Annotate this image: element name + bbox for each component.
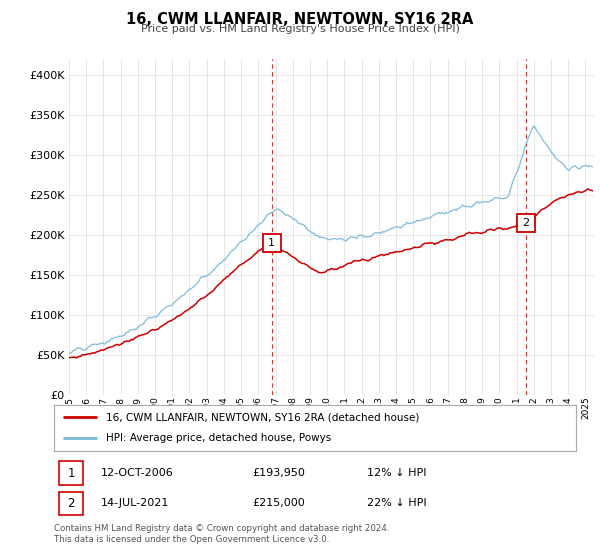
Text: 22% ↓ HPI: 22% ↓ HPI — [367, 498, 427, 508]
Text: 1: 1 — [67, 466, 75, 479]
Text: 16, CWM LLANFAIR, NEWTOWN, SY16 2RA: 16, CWM LLANFAIR, NEWTOWN, SY16 2RA — [127, 12, 473, 27]
Text: Contains HM Land Registry data © Crown copyright and database right 2024.
This d: Contains HM Land Registry data © Crown c… — [54, 524, 389, 544]
Text: 14-JUL-2021: 14-JUL-2021 — [101, 498, 169, 508]
Text: 2: 2 — [522, 218, 529, 228]
Text: 1: 1 — [268, 237, 275, 248]
Text: £193,950: £193,950 — [253, 468, 305, 478]
Text: 12-OCT-2006: 12-OCT-2006 — [101, 468, 174, 478]
FancyBboxPatch shape — [59, 461, 83, 485]
Text: 16, CWM LLANFAIR, NEWTOWN, SY16 2RA (detached house): 16, CWM LLANFAIR, NEWTOWN, SY16 2RA (det… — [106, 412, 419, 422]
FancyBboxPatch shape — [59, 492, 83, 515]
Text: 12% ↓ HPI: 12% ↓ HPI — [367, 468, 427, 478]
Text: Price paid vs. HM Land Registry's House Price Index (HPI): Price paid vs. HM Land Registry's House … — [140, 24, 460, 34]
Text: HPI: Average price, detached house, Powys: HPI: Average price, detached house, Powy… — [106, 433, 331, 444]
Text: £215,000: £215,000 — [253, 498, 305, 508]
Text: 2: 2 — [67, 497, 75, 510]
